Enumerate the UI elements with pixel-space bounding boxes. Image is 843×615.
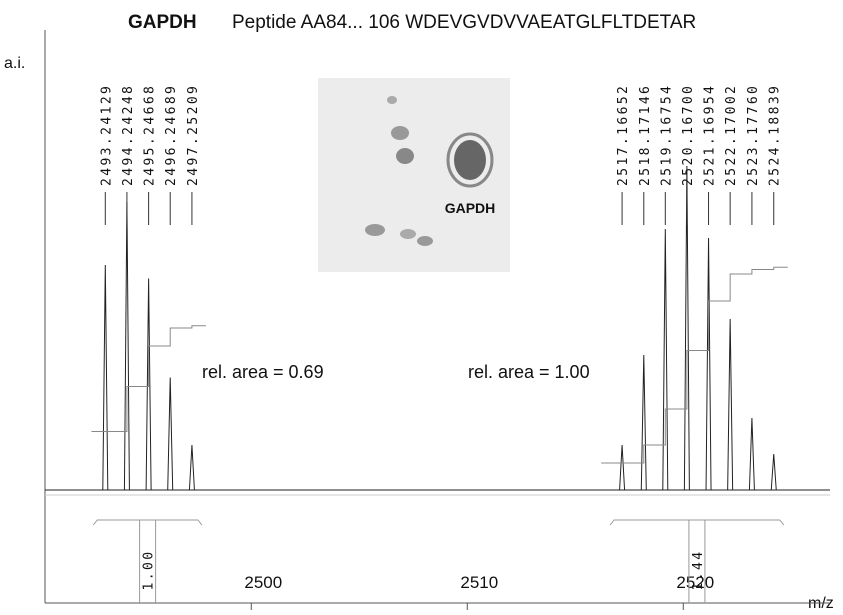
peak [748,417,755,491]
peak [705,237,712,491]
peak-label: 2519.16754 [659,84,674,186]
peak [662,228,669,491]
annotation: rel. area = 1.00 [468,362,590,382]
peak-label: 2524.18839 [768,84,783,186]
peak-label: 2494.24248 [121,84,136,186]
peak [640,354,647,491]
peak [167,377,174,491]
ratio-bracket [609,519,785,603]
gel-spot [391,126,409,140]
gel-inset: GAPDH [318,78,510,272]
x-tick-label: 2500 [244,573,282,592]
gel-spot [365,224,385,236]
inset-label: GAPDH [445,200,496,216]
ratio-bracket [92,519,203,603]
peak-label: 2522.17002 [724,84,739,186]
peak-label: 2523.17760 [746,84,761,186]
gel-spot [400,229,416,239]
gel-spot [387,96,397,104]
peak [123,201,130,491]
peak-label: 2518.17146 [638,84,653,186]
chart-title: GAPDH [128,12,197,33]
peak [683,165,690,491]
gel-background [318,78,510,272]
integral-curve [601,266,788,464]
peak-label: 2495.24668 [143,84,158,186]
chart-subtitle: Peptide AA84... 106 WDEVGVDVVAEATGLFLTDE… [232,12,696,33]
gel-spot [396,148,414,164]
integral-curve [91,325,206,432]
peak-label: 2493.24129 [99,84,114,186]
gel-circle [446,132,494,188]
peak [619,444,626,491]
peak-label: 2497.25209 [186,84,201,186]
x-tick-label: 2510 [460,573,498,592]
y-axis-label: a.i. [4,55,25,72]
ratio-label: 1.44 [691,550,706,591]
peak [102,264,109,491]
ratio-label: 1.00 [142,550,157,591]
gel-spot [454,140,486,180]
peak-label: 2521.16954 [703,84,718,186]
gel-spot [417,236,433,246]
peak-label: 2520.16700 [681,84,696,186]
peak [727,318,734,491]
peak-label: 2517.16652 [616,84,631,186]
peak [145,278,152,491]
peak [770,453,777,491]
annotation: rel. area = 0.69 [202,362,324,382]
peak-label: 2496.24689 [164,84,179,186]
peak [188,444,195,491]
